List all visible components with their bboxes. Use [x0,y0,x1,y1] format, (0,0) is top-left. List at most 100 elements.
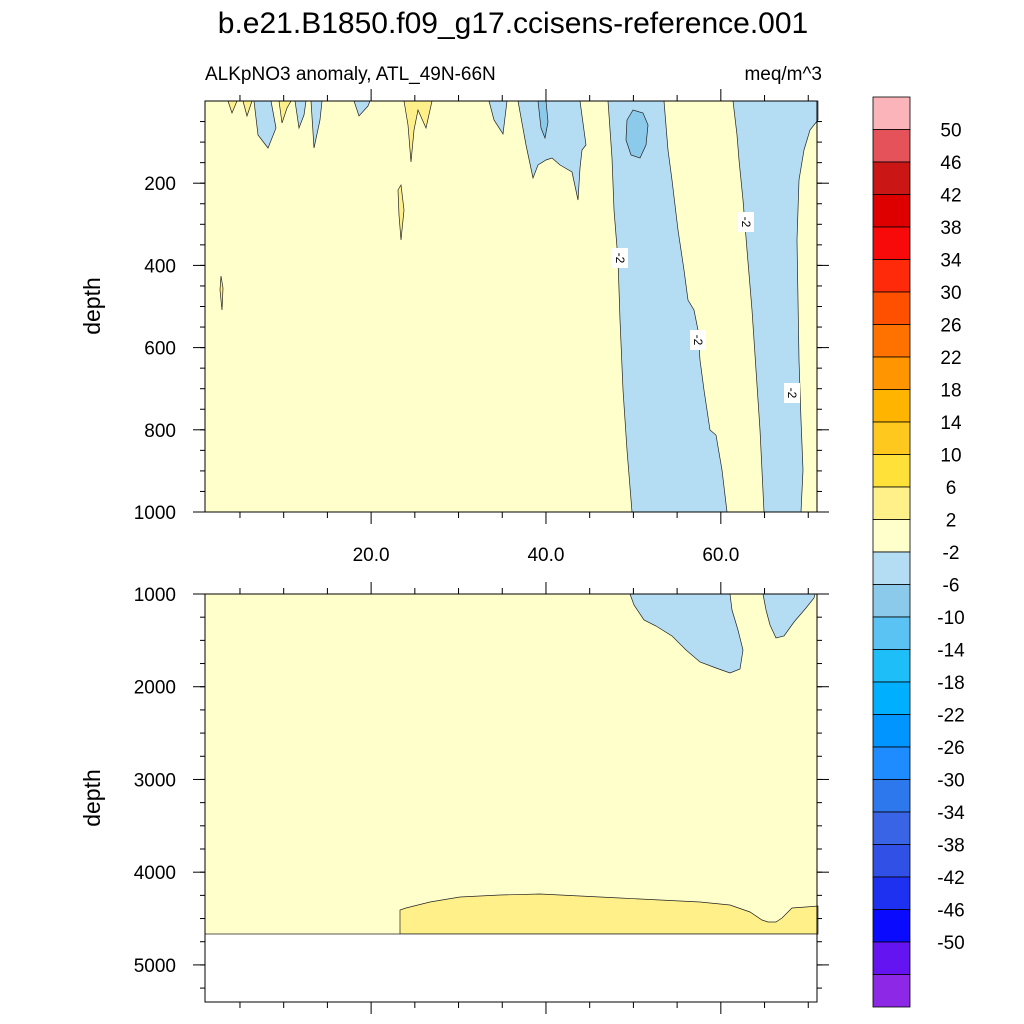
contour-label: -2 [612,248,628,268]
colorbar-label: 14 [940,413,962,434]
colorbar-label: 42 [940,186,961,207]
upper-positive-region [403,100,433,163]
upper-y-ticks: 200 400 600 800 1000 [134,121,829,524]
colorbar-swatch [872,811,911,845]
upper-negative-region [517,100,587,201]
upper-positive-region [219,275,224,311]
chart-units: meq/m^3 [744,64,822,85]
lower-panel-frame [204,593,818,1003]
lower-negative-region [629,593,744,674]
colorbar-label: -50 [937,933,964,954]
colorbar-swatch [872,389,911,423]
colorbar-swatch [872,551,911,585]
upper-positive-region [397,183,405,241]
x-tick-label: 40.0 [527,545,564,566]
colorbar-label: -30 [937,771,964,792]
chart-title: b.e21.B1850.f09_g17.ccisens-reference.00… [218,7,808,40]
y-tick-label: 400 [144,256,176,277]
colorbar-swatch [872,941,911,975]
lower-x-ticks [239,582,809,1014]
colorbar-label: -38 [937,836,964,857]
y-tick-label: 1000 [134,503,176,524]
upper-panel: -2 -2 -2 -2 200 400 600 800 1000 20.0 40.0 60.… [79,89,829,566]
lower-negative-region [762,593,816,639]
lower-positive-region [399,893,819,935]
colorbar-swatch [872,421,911,455]
upper-x-ticks: 20.0 40.0 60.0 [239,89,809,566]
y-tick-label: 1000 [134,585,176,606]
svg-text:-2: -2 [739,217,753,228]
colorbar-label: 34 [940,251,962,272]
x-tick-label: 20.0 [353,545,390,566]
upper-y-axis-label: depth [79,277,105,335]
colorbar-swatch [872,649,911,683]
colorbar-swatch [872,454,911,488]
colorbar-swatch [872,356,911,390]
colorbar-label: -42 [937,868,964,889]
colorbar-label: 50 [940,121,961,142]
colorbar-swatch [872,486,911,520]
colorbar-swatch [872,714,911,748]
colorbar-swatch [872,681,911,715]
y-tick-label: 200 [144,174,176,195]
lower-negative-regions [629,593,816,674]
upper-positive-regions [219,100,433,311]
colorbar-label: -18 [937,673,964,694]
y-tick-label: 2000 [134,678,176,699]
colorbar-swatch [872,779,911,813]
y-tick-label: 3000 [134,770,176,791]
colorbar-swatch [872,129,911,163]
colorbar-label: 46 [940,153,961,174]
colorbar-swatch [872,226,911,260]
upper-contour-labels: -2 -2 -2 -2 [612,212,800,403]
colorbar-label: 10 [940,446,961,467]
upper-negative-region [607,100,728,513]
colorbar-label: 30 [940,283,961,304]
colorbar-label: -14 [937,641,965,662]
colorbar-swatch [872,259,911,293]
colorbar: 50 46 42 38 34 30 26 22 18 14 10 6 2 -2 -6 -10 -14 -18 -22… [872,96,965,1008]
colorbar-swatch [872,324,911,358]
colorbar-swatch [872,974,911,1008]
lower-y-ticks: 1000 2000 3000 4000 5000 [134,585,829,989]
colorbar-label: 38 [940,218,961,239]
chart-subtitle-left: ALKpNO3 anomaly, ATL_49N-66N [205,64,496,85]
colorbar-swatch [872,844,911,878]
colorbar-label: 6 [946,478,957,499]
colorbar-swatch [872,876,911,910]
colorbar-label: 2 [946,511,957,532]
y-tick-label: 5000 [134,956,176,977]
svg-text:-2: -2 [785,388,799,399]
colorbar-label: -26 [937,738,964,759]
colorbar-swatch [872,746,911,780]
y-tick-label: 800 [144,421,176,442]
colorbar-swatch [872,909,911,943]
colorbar-label: 18 [940,381,961,402]
svg-text:-2: -2 [613,253,627,264]
upper-panel-frame [204,100,818,513]
colorbar-label: 22 [940,348,961,369]
colorbar-label: -6 [943,576,960,597]
colorbar-label: -34 [937,803,965,824]
svg-text:-2: -2 [691,335,705,346]
colorbar-label: -10 [937,608,964,629]
colorbar-label: -2 [943,543,960,564]
y-tick-label: 4000 [134,863,176,884]
colorbar-swatch [872,194,911,228]
upper-negative-inner-region [625,109,649,159]
upper-negative-regions [253,100,819,513]
colorbar-swatch [872,519,911,553]
contour-label: -2 [690,330,706,350]
lower-no-data-region [205,934,817,1002]
colorbar-swatch [872,291,911,325]
colorbar-swatch [872,96,911,130]
contour-label: -2 [738,212,754,232]
colorbar-label: -22 [937,706,964,727]
colorbar-swatch [872,161,911,195]
colorbar-label: 26 [940,316,961,337]
x-tick-label: 60.0 [702,545,739,566]
colorbar-label: -46 [937,901,964,922]
colorbar-swatch [872,616,911,650]
colorbar-swatch [872,584,911,618]
